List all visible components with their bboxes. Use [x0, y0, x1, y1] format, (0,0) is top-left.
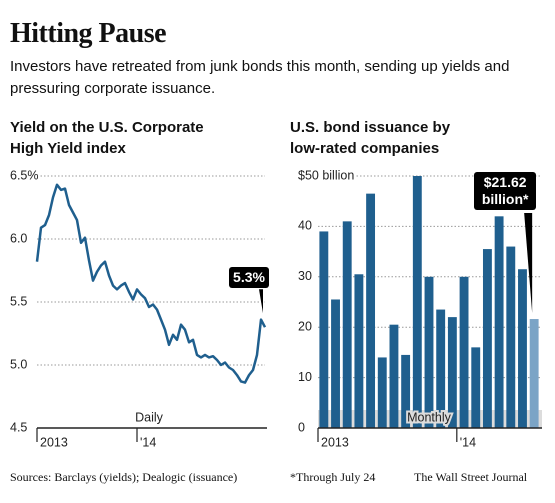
- y-tick-label: 30: [298, 269, 312, 283]
- x-tick-label: 2013: [40, 435, 68, 449]
- y-tick-label: 20: [298, 319, 312, 333]
- value-label: 5.3%: [229, 267, 269, 289]
- bar: [354, 274, 364, 428]
- y-tick-label: 6.0: [10, 231, 27, 245]
- value-label: $21.62 billion*: [474, 172, 537, 210]
- credit: The Wall Street Journal: [414, 470, 528, 484]
- y-tick-label: 6.5%: [10, 168, 39, 182]
- bar: [401, 354, 411, 428]
- annotation: Daily: [135, 410, 164, 424]
- annotation: Monthly: [407, 410, 452, 424]
- bar: [377, 357, 387, 428]
- y-tick-label: 40: [298, 219, 312, 233]
- x-tick-label: 2013: [321, 435, 349, 449]
- bar: [319, 231, 329, 428]
- bar: [529, 319, 539, 428]
- bar: [342, 221, 352, 428]
- x-tick-label: '14: [460, 435, 476, 449]
- y-tick-label: 10: [298, 370, 312, 384]
- bar: [389, 324, 399, 428]
- y-tick-label: 4.5: [10, 420, 27, 434]
- bar: [471, 347, 481, 428]
- bar: [482, 249, 492, 428]
- callout-pointer: [259, 289, 263, 314]
- sources: Sources: Barclays (yields); Dealogic (is…: [10, 470, 238, 484]
- page-title: Hitting Pause: [10, 18, 167, 49]
- y-tick-label: 0: [298, 420, 305, 434]
- line-series: [35, 183, 267, 384]
- y-tick-label: 5.5: [10, 294, 27, 308]
- bar: [424, 276, 434, 428]
- bar: [412, 176, 422, 428]
- subtitle: Investors have retreated from junk bonds…: [10, 58, 510, 97]
- bar: [506, 246, 516, 428]
- bar: [459, 276, 469, 428]
- chart-title: Yield on the U.S. Corporate High Yield i…: [10, 119, 204, 157]
- y-tick-label: $50 billion: [298, 168, 354, 182]
- bar: [436, 309, 446, 428]
- chart-title: U.S. bond issuance by low-rated companie…: [290, 119, 451, 157]
- x-tick-label: '14: [140, 435, 156, 449]
- bar: [447, 317, 457, 428]
- footnote: *Through July 24: [290, 470, 376, 484]
- bar: [518, 269, 527, 428]
- callout-pointer: [524, 213, 533, 314]
- bar: [331, 299, 340, 428]
- bar: [366, 193, 376, 428]
- y-tick-label: 5.0: [10, 357, 27, 371]
- bar: [494, 216, 504, 428]
